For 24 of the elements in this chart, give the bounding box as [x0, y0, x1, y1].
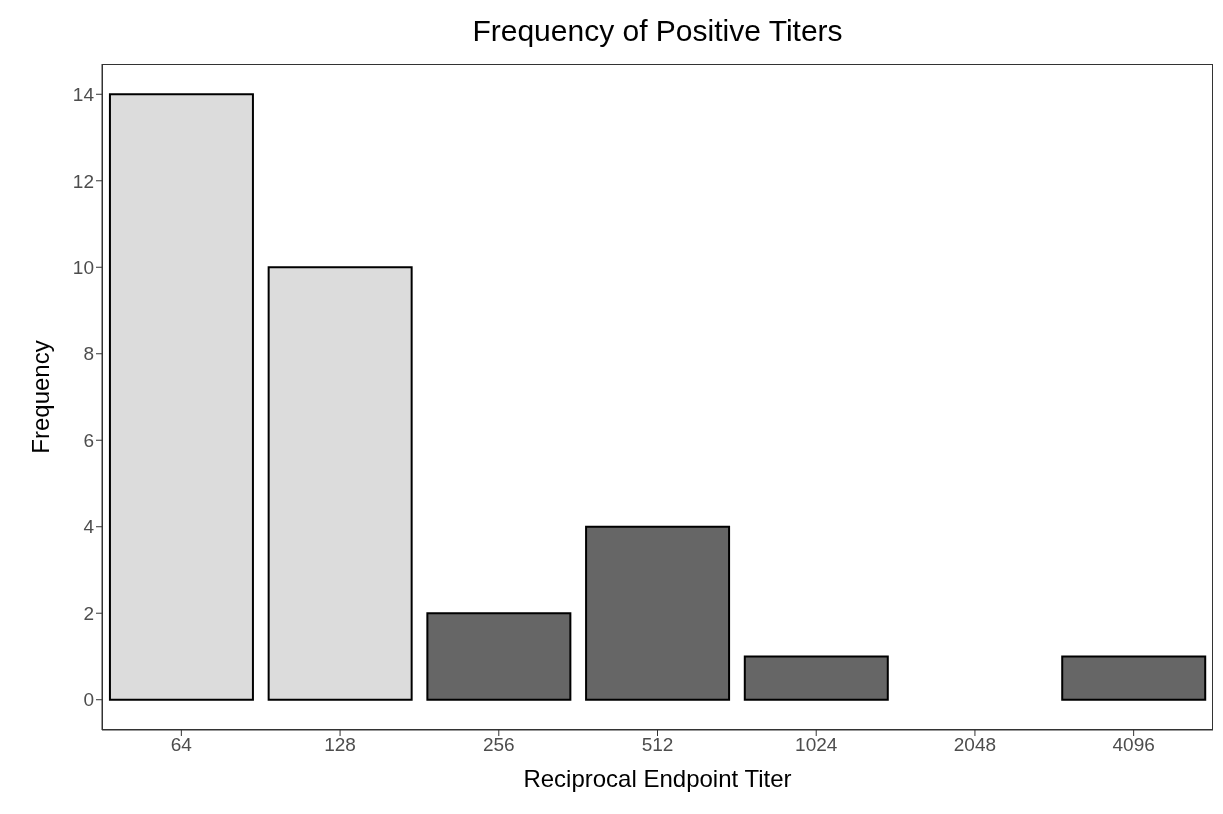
x-axis-title: Reciprocal Endpoint Titer	[523, 765, 792, 793]
chart-title: Frequency of Positive Titers	[471, 14, 844, 48]
bar	[743, 655, 889, 701]
y-tick-label: 12	[72, 170, 94, 192]
bar	[267, 266, 413, 701]
bar	[426, 612, 572, 701]
y-tick-label: 6	[83, 429, 94, 451]
x-tick-label: 256	[482, 734, 515, 756]
y-tick-label: 0	[83, 689, 94, 711]
y-tick-label: 8	[83, 343, 94, 365]
x-tick-label: 512	[641, 734, 674, 756]
x-tick-label: 2048	[953, 734, 997, 756]
x-tick-label: 64	[170, 734, 193, 756]
bar	[1061, 655, 1207, 701]
y-tick-label: 14	[72, 84, 95, 106]
x-tick-label: 4096	[1112, 734, 1155, 756]
y-tick-label: 10	[72, 257, 94, 278]
y-axis-title: Frequency	[26, 340, 54, 454]
bar	[108, 93, 254, 701]
x-tick-label: 128	[324, 734, 356, 756]
x-tick-label: 1024	[795, 734, 838, 756]
bar	[585, 525, 731, 701]
y-tick-label: 4	[83, 516, 95, 538]
y-tick-label: 2	[83, 602, 94, 624]
